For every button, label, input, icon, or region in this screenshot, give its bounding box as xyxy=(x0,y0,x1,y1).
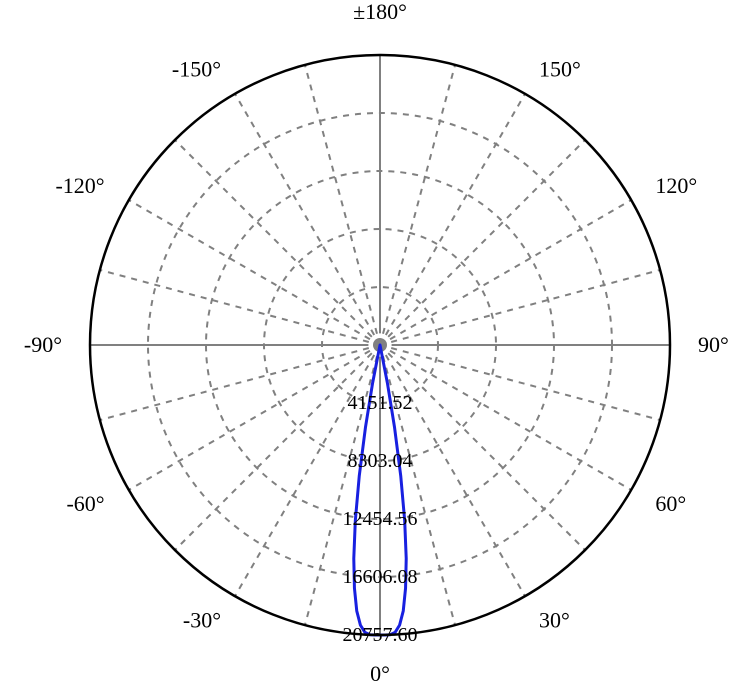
polar-chart: 4151.52 8303.04 12454.56 16606.08 20757.60 0°… xyxy=(0,0,751,691)
radial-label: 12454.56 xyxy=(343,508,418,530)
radial-label: 4151.52 xyxy=(348,392,413,414)
radial-label: 8303.04 xyxy=(348,450,413,472)
angle-label: 150° xyxy=(539,57,581,82)
radial-label: 20757.60 xyxy=(343,624,418,646)
angle-label: 0° xyxy=(370,661,390,686)
angle-label: -90° xyxy=(24,332,62,357)
angle-label: 90° xyxy=(698,332,729,357)
angle-label: -150° xyxy=(172,57,221,82)
angle-label: -120° xyxy=(55,173,104,198)
angle-label: 120° xyxy=(655,173,697,198)
angle-label: ±180° xyxy=(353,0,407,24)
angle-label: 60° xyxy=(655,491,686,516)
radial-label: 16606.08 xyxy=(343,566,418,588)
angle-label: -60° xyxy=(66,491,104,516)
angle-label: 30° xyxy=(539,607,570,632)
angle-label: -30° xyxy=(183,607,221,632)
